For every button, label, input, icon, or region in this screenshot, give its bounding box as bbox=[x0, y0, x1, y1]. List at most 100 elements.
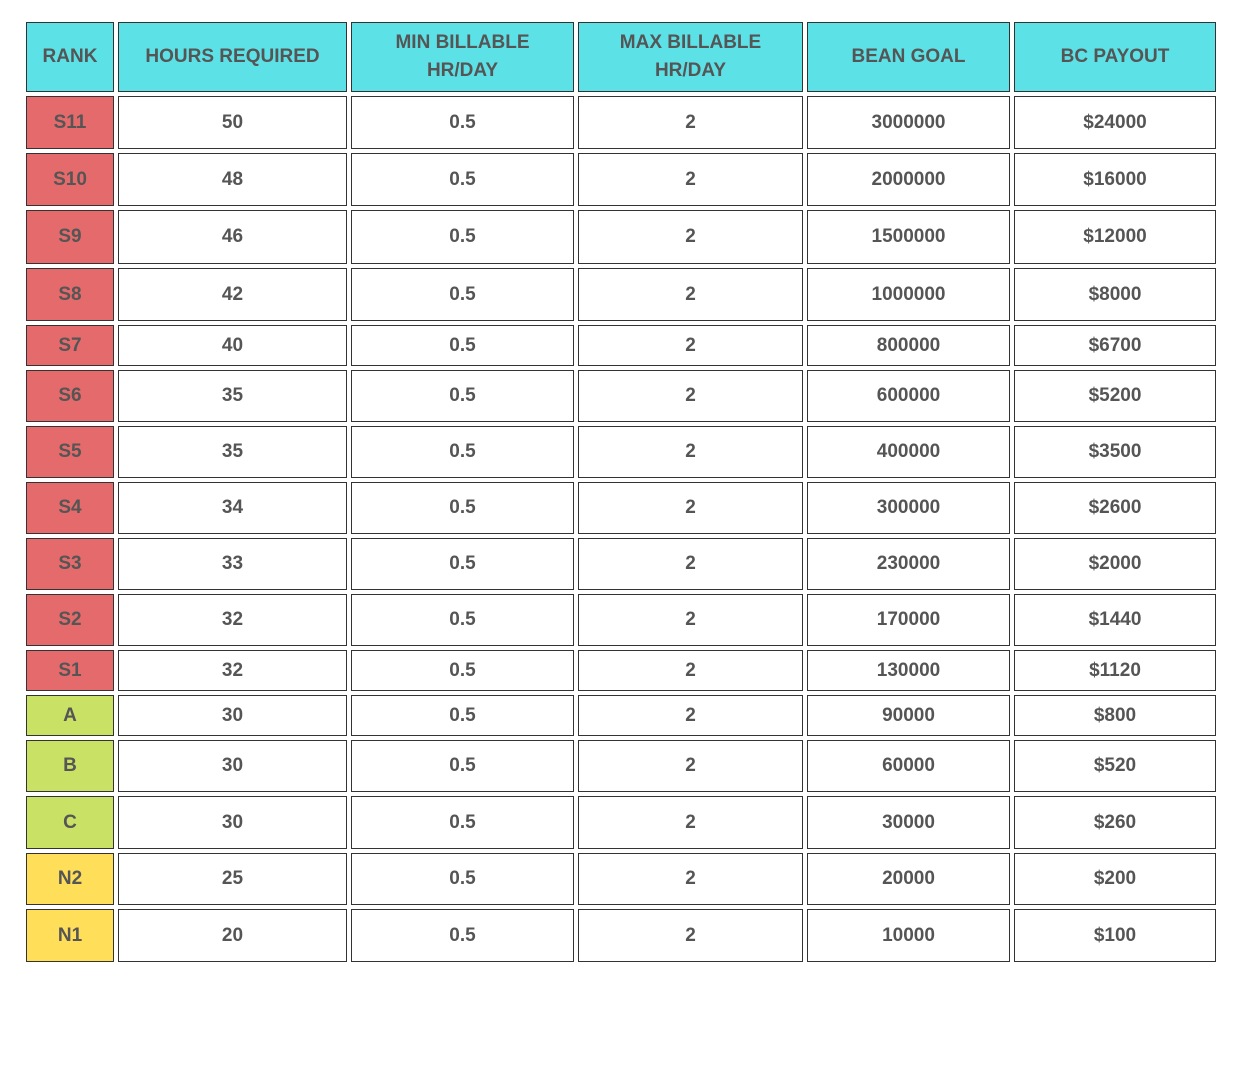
header-cell: MAX BILLABLE HR/DAY bbox=[578, 22, 803, 92]
value-cell: 20 bbox=[118, 909, 347, 962]
value-cell: 2 bbox=[578, 482, 803, 534]
rank-cell: C bbox=[26, 796, 114, 849]
rank-cell: S8 bbox=[26, 268, 114, 321]
rank-cell: S5 bbox=[26, 426, 114, 478]
value-cell: 0.5 bbox=[351, 370, 574, 422]
value-cell: 33 bbox=[118, 538, 347, 590]
value-cell: 42 bbox=[118, 268, 347, 321]
value-cell: 2 bbox=[578, 210, 803, 264]
rank-cell: S7 bbox=[26, 325, 114, 366]
value-cell: 0.5 bbox=[351, 740, 574, 792]
value-cell: $800 bbox=[1014, 695, 1216, 736]
value-cell: $520 bbox=[1014, 740, 1216, 792]
rank-cell: S2 bbox=[26, 594, 114, 646]
value-cell: $2600 bbox=[1014, 482, 1216, 534]
value-cell: 2000000 bbox=[807, 153, 1010, 206]
value-cell: 30 bbox=[118, 695, 347, 736]
value-cell: 2 bbox=[578, 153, 803, 206]
value-cell: 30 bbox=[118, 740, 347, 792]
rank-cell: S10 bbox=[26, 153, 114, 206]
value-cell: 0.5 bbox=[351, 909, 574, 962]
value-cell: 2 bbox=[578, 909, 803, 962]
value-cell: 2 bbox=[578, 650, 803, 691]
value-cell: $3500 bbox=[1014, 426, 1216, 478]
value-cell: 30000 bbox=[807, 796, 1010, 849]
value-cell: 2 bbox=[578, 96, 803, 149]
value-cell: $1120 bbox=[1014, 650, 1216, 691]
rank-cell: N1 bbox=[26, 909, 114, 962]
value-cell: 2 bbox=[578, 268, 803, 321]
table-row: S4 34 0.5 2 300000 $2600 bbox=[26, 482, 1216, 534]
value-cell: 600000 bbox=[807, 370, 1010, 422]
value-cell: 46 bbox=[118, 210, 347, 264]
rank-table: RANK HOURS REQUIRED MIN BILLABLE HR/DAY MAX… bbox=[22, 18, 1220, 966]
value-cell: $12000 bbox=[1014, 210, 1216, 264]
value-cell: 1500000 bbox=[807, 210, 1010, 264]
value-cell: 0.5 bbox=[351, 695, 574, 736]
value-cell: 48 bbox=[118, 153, 347, 206]
value-cell: $6700 bbox=[1014, 325, 1216, 366]
value-cell: 2 bbox=[578, 695, 803, 736]
value-cell: 0.5 bbox=[351, 650, 574, 691]
value-cell: 0.5 bbox=[351, 210, 574, 264]
table-row: B 30 0.5 2 60000 $520 bbox=[26, 740, 1216, 792]
table-row: S5 35 0.5 2 400000 $3500 bbox=[26, 426, 1216, 478]
value-cell: $8000 bbox=[1014, 268, 1216, 321]
table-row: S8 42 0.5 2 1000000 $8000 bbox=[26, 268, 1216, 321]
value-cell: 300000 bbox=[807, 482, 1010, 534]
value-cell: 2 bbox=[578, 325, 803, 366]
value-cell: 35 bbox=[118, 426, 347, 478]
rank-cell: S6 bbox=[26, 370, 114, 422]
value-cell: 2 bbox=[578, 426, 803, 478]
header-row: RANK HOURS REQUIRED MIN BILLABLE HR/DAY MAX… bbox=[26, 22, 1216, 92]
rank-cell: S1 bbox=[26, 650, 114, 691]
value-cell: 25 bbox=[118, 853, 347, 905]
table-row: S6 35 0.5 2 600000 $5200 bbox=[26, 370, 1216, 422]
value-cell: 35 bbox=[118, 370, 347, 422]
header-cell: HOURS REQUIRED bbox=[118, 22, 347, 92]
value-cell: 32 bbox=[118, 594, 347, 646]
value-cell: 800000 bbox=[807, 325, 1010, 366]
value-cell: 0.5 bbox=[351, 96, 574, 149]
value-cell: 130000 bbox=[807, 650, 1010, 691]
value-cell: 60000 bbox=[807, 740, 1010, 792]
value-cell: 0.5 bbox=[351, 426, 574, 478]
value-cell: $200 bbox=[1014, 853, 1216, 905]
value-cell: $260 bbox=[1014, 796, 1216, 849]
value-cell: 3000000 bbox=[807, 96, 1010, 149]
value-cell: 0.5 bbox=[351, 325, 574, 366]
value-cell: 0.5 bbox=[351, 853, 574, 905]
table-row: N2 25 0.5 2 20000 $200 bbox=[26, 853, 1216, 905]
rank-cell: B bbox=[26, 740, 114, 792]
value-cell: 30 bbox=[118, 796, 347, 849]
value-cell: 32 bbox=[118, 650, 347, 691]
value-cell: 0.5 bbox=[351, 594, 574, 646]
value-cell: 0.5 bbox=[351, 538, 574, 590]
value-cell: $1440 bbox=[1014, 594, 1216, 646]
value-cell: $16000 bbox=[1014, 153, 1216, 206]
value-cell: 2 bbox=[578, 853, 803, 905]
value-cell: 0.5 bbox=[351, 482, 574, 534]
rank-cell: A bbox=[26, 695, 114, 736]
value-cell: $5200 bbox=[1014, 370, 1216, 422]
value-cell: 40 bbox=[118, 325, 347, 366]
rank-cell: S11 bbox=[26, 96, 114, 149]
value-cell: 20000 bbox=[807, 853, 1010, 905]
table-body: S11 50 0.5 2 3000000 $24000 S10 48 0.5 2 2000000 $1… bbox=[26, 96, 1216, 962]
table-row: C 30 0.5 2 30000 $260 bbox=[26, 796, 1216, 849]
value-cell: 2 bbox=[578, 370, 803, 422]
rank-cell: S9 bbox=[26, 210, 114, 264]
value-cell: 230000 bbox=[807, 538, 1010, 590]
header-cell: BEAN GOAL bbox=[807, 22, 1010, 92]
table-row: S2 32 0.5 2 170000 $1440 bbox=[26, 594, 1216, 646]
value-cell: $100 bbox=[1014, 909, 1216, 962]
value-cell: 0.5 bbox=[351, 268, 574, 321]
table-row: S9 46 0.5 2 1500000 $12000 bbox=[26, 210, 1216, 264]
header-cell: RANK bbox=[26, 22, 114, 92]
value-cell: $24000 bbox=[1014, 96, 1216, 149]
value-cell: $2000 bbox=[1014, 538, 1216, 590]
value-cell: 2 bbox=[578, 538, 803, 590]
value-cell: 1000000 bbox=[807, 268, 1010, 321]
value-cell: 400000 bbox=[807, 426, 1010, 478]
value-cell: 34 bbox=[118, 482, 347, 534]
